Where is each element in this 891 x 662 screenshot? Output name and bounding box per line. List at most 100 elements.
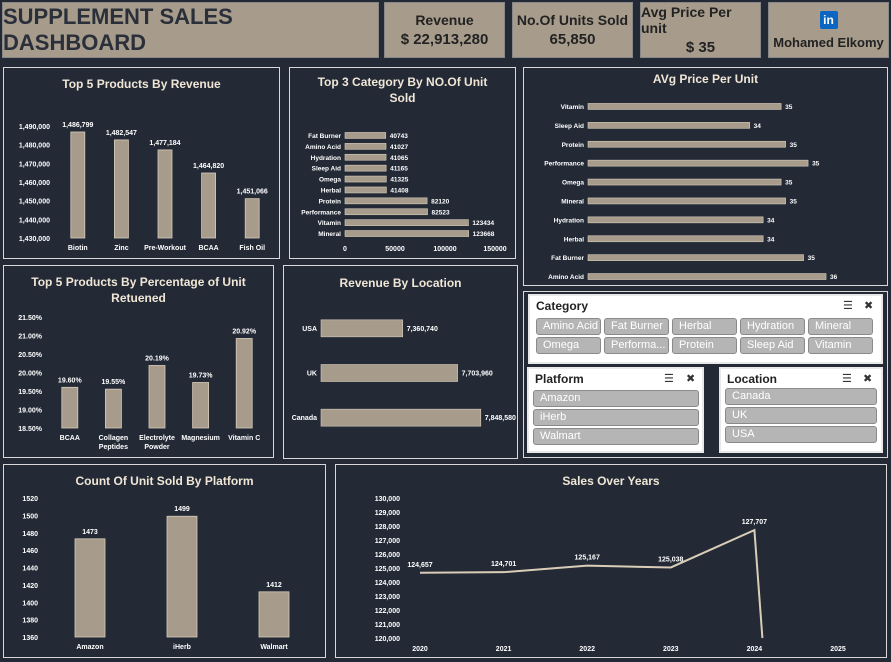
chart-title: Revenue By Location bbox=[339, 276, 462, 290]
x-tick-label: BCAA bbox=[198, 245, 218, 252]
linkedin-icon[interactable]: in bbox=[819, 10, 838, 29]
clear-filter-icon[interactable]: ✖ bbox=[863, 373, 873, 385]
x-tick-label: 2023 bbox=[663, 646, 679, 653]
slicer-item-platform[interactable]: Walmart bbox=[533, 428, 699, 445]
slicer-item-category[interactable]: Performa... bbox=[604, 337, 669, 354]
bar bbox=[344, 164, 387, 172]
slicer-item-category[interactable]: Herbal bbox=[672, 318, 737, 335]
bar bbox=[244, 198, 260, 239]
clear-filter-icon[interactable]: ✖ bbox=[864, 300, 874, 312]
x-tick-label: BCAA bbox=[60, 435, 80, 442]
data-label: 123434 bbox=[472, 220, 494, 227]
slicer-item-category[interactable]: Protein bbox=[672, 337, 737, 354]
bar bbox=[192, 382, 210, 429]
chart-platform: 1360 1380 1400 1420 1440 1460 1480 1500 1520 1473… bbox=[22, 496, 290, 651]
data-label: 34 bbox=[767, 236, 775, 243]
x-tick-label: Zinc bbox=[114, 245, 128, 252]
slicer-item-category[interactable]: Fat Burner bbox=[604, 318, 669, 335]
data-label: 125,167 bbox=[575, 555, 600, 562]
multi-select-icon[interactable]: ☰ bbox=[843, 300, 853, 312]
y-tick-label: 1520 bbox=[22, 496, 38, 503]
bar bbox=[344, 132, 387, 139]
slicer-item-category[interactable]: Mineral bbox=[808, 318, 873, 335]
slicer-item-platform[interactable]: iHerb bbox=[533, 409, 699, 426]
y-tick-label: UK bbox=[307, 371, 317, 378]
multi-select-icon[interactable]: ☰ bbox=[664, 373, 674, 385]
bar bbox=[344, 186, 387, 194]
y-tick-label: 1480 bbox=[22, 531, 38, 538]
data-label: 36 bbox=[830, 274, 838, 281]
panel-top3-category: Top 3 Category By NO.Of Unit Sold Fat Bu… bbox=[289, 67, 516, 259]
y-tick-label: 128,000 bbox=[375, 524, 400, 531]
y-tick-label: Amino Acid bbox=[548, 274, 584, 281]
data-label: 1412 bbox=[266, 582, 282, 589]
y-tick-label: 21.50% bbox=[18, 315, 43, 322]
multi-select-icon[interactable]: ☰ bbox=[842, 373, 852, 385]
bar bbox=[61, 386, 79, 429]
x-tick-label: 100000 bbox=[433, 246, 456, 253]
kpi-revenue-label: Revenue bbox=[415, 12, 474, 28]
kpi-units-value: 65,850 bbox=[549, 31, 596, 48]
bar bbox=[258, 591, 290, 638]
dashboard-title: SUPPLEMENT SALES DASHBOARD bbox=[3, 4, 233, 55]
slicer-item-category[interactable]: Hydration bbox=[740, 318, 805, 335]
chart-title: Top 5 Products By Percentage of Unit Ret… bbox=[31, 275, 246, 305]
data-label: 82120 bbox=[431, 198, 449, 205]
bar bbox=[114, 139, 129, 239]
slicer-item-location[interactable]: UK bbox=[725, 407, 877, 424]
panel-top5-revenue: Top 5 Products By Revenue 1,430,000 1,440… bbox=[3, 67, 280, 259]
data-label: 7,703,960 bbox=[462, 371, 493, 378]
y-tick-label: Mineral bbox=[318, 231, 341, 238]
y-tick-label: 1,430,000 bbox=[19, 236, 50, 243]
y-tick-label: 21.00% bbox=[18, 334, 43, 341]
data-label: 125,038 bbox=[658, 556, 683, 563]
slicer-item-category[interactable]: Amino Acid bbox=[536, 318, 601, 335]
bar bbox=[344, 143, 387, 150]
data-label: 1,464,820 bbox=[193, 163, 224, 170]
slicer-item-location[interactable]: Canada bbox=[725, 388, 877, 405]
bar bbox=[166, 515, 198, 638]
x-tick-label: Magnesium bbox=[181, 435, 220, 442]
data-label: 19.55% bbox=[102, 379, 127, 386]
slicer-item-category[interactable]: Omega bbox=[536, 337, 601, 354]
x-tick-label: Vitamin C bbox=[228, 435, 260, 442]
y-tick-label: 1,460,000 bbox=[19, 180, 50, 187]
y-tick-label: Fat Burner bbox=[551, 255, 584, 262]
chart-title: Top 3 Category By NO.Of Unit Sold bbox=[317, 75, 488, 105]
x-tick-label: 2025 bbox=[830, 646, 846, 653]
y-tick-label: Protein bbox=[319, 198, 341, 205]
y-tick-label: Mineral bbox=[561, 198, 584, 205]
data-label: 34 bbox=[767, 217, 775, 224]
kpi-avg-price-value: $ 35 bbox=[685, 39, 716, 56]
x-tick-label: Biotin bbox=[68, 245, 88, 252]
data-label: 41325 bbox=[390, 177, 408, 184]
kpi-units-label: No.Of Units Sold bbox=[516, 12, 629, 28]
data-label: 35 bbox=[785, 104, 793, 111]
bar bbox=[344, 230, 469, 237]
data-label: 35 bbox=[790, 198, 798, 205]
slicer-item-category[interactable]: Vitamin bbox=[808, 337, 873, 354]
author-card: in Mohamed Elkomy bbox=[768, 2, 889, 58]
chart-location: USA 7,360,740 UK 7,703,960 Canada 7,848,580 bbox=[292, 319, 516, 427]
clear-filter-icon[interactable]: ✖ bbox=[686, 373, 696, 385]
data-label: 19.60% bbox=[58, 377, 83, 384]
kpi-avg-price-label: Avg Price Per unit bbox=[641, 4, 732, 36]
y-tick-label: 129,000 bbox=[375, 510, 400, 517]
bar bbox=[587, 122, 750, 129]
slicer-item-location[interactable]: USA bbox=[725, 426, 877, 443]
y-tick-label: Performance bbox=[544, 161, 584, 168]
slicer-item-category[interactable]: Sleep Aid bbox=[740, 337, 805, 354]
bar bbox=[74, 538, 106, 638]
data-label: 123668 bbox=[473, 231, 495, 238]
data-label: 41027 bbox=[390, 144, 408, 151]
slicer-item-platform[interactable]: Amazon bbox=[533, 390, 699, 407]
kpi-avg-price: Avg Price Per unit $ 35 bbox=[640, 2, 761, 58]
y-tick-label: 20.50% bbox=[18, 352, 43, 359]
y-tick-label: 127,000 bbox=[375, 538, 400, 545]
x-tick-label: iHerb bbox=[173, 644, 191, 651]
panel-location: Revenue By Location USA 7,360,740 UK 7,703,… bbox=[283, 265, 518, 459]
chart-years: 120,000 121,000 122,000 123,000 124,000 125,0… bbox=[375, 496, 846, 653]
series-line bbox=[419, 528, 764, 639]
data-label: 35 bbox=[790, 142, 798, 149]
y-tick-label: Sleep Aid bbox=[555, 123, 584, 130]
